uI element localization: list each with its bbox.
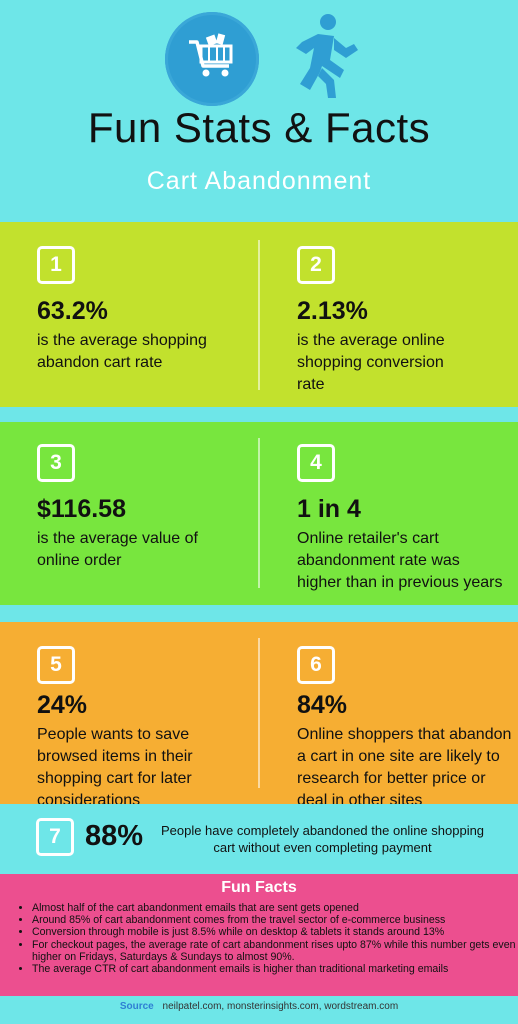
stat-value: 2.13% [297, 297, 368, 325]
stat-number-badge: 6 [297, 646, 335, 684]
stat-row-7: 7 88% People have completely abandoned t… [0, 804, 518, 874]
list-item: The average CTR of cart abandonment emai… [32, 963, 518, 975]
column-divider [258, 638, 260, 788]
stat-value: 84% [297, 691, 348, 719]
header: Fun Stats & Facts Cart Abandonment [0, 0, 518, 222]
stat-description-line: research for better price or [297, 770, 486, 787]
stat-description-line: browsed items in their [37, 748, 193, 765]
stat-description: is the average online shopping conversio… [297, 330, 517, 396]
stat-description-line: is the average online [297, 332, 445, 349]
stat-description: is the average value of online order [37, 528, 257, 572]
stat-description: Online retailer's cart abandonment rate … [297, 528, 517, 594]
stat-description: is the average shopping abandon cart rat… [37, 330, 257, 374]
page-subtitle: Cart Abandonment [146, 167, 372, 195]
page-title: Fun Stats & Facts [87, 104, 431, 151]
source-footer: Source neilpatel.com, monsterinsights.co… [0, 996, 518, 1024]
stat-description-line: Online shoppers that abandon [297, 726, 512, 743]
stat-card-2: 2 2.13% is the average online shopping c… [297, 246, 517, 396]
stat-description-line: shopping cart for later [37, 770, 192, 787]
fun-facts-section: Fun Facts Almost half of the cart abando… [0, 874, 518, 996]
stat-value: 24% [37, 691, 88, 719]
list-item: Around 85% of cart abandonment comes fro… [32, 914, 518, 926]
list-item: For checkout pages, the average rate of … [32, 939, 518, 963]
stat-number-badge: 2 [297, 246, 335, 284]
stat-value: 63.2% [37, 297, 108, 325]
stat-number-badge: 1 [37, 246, 75, 284]
stat-description-line: abandonment rate was [297, 552, 460, 569]
cart-logo-circle [165, 12, 259, 106]
stat-card-6: 6 84% Online shoppers that abandon a car… [297, 646, 512, 812]
stat-description-line: online order [37, 552, 122, 569]
source-text: neilpatel.com, monsterinsights.com, word… [162, 1001, 399, 1012]
stat-value: 1 in 4 [297, 495, 361, 523]
fun-facts-title: Fun Facts [221, 879, 297, 896]
stat-card-3: 3 $116.58 is the average value of online… [37, 444, 257, 572]
running-person-icon [296, 14, 358, 98]
stat-description-line: People have completely abandoned the onl… [160, 823, 485, 838]
stat-value: 88% [85, 820, 144, 852]
stats-band-1: 1 63.2% is the average shopping abandon … [0, 222, 518, 407]
stat-value: $116.58 [37, 495, 126, 523]
stat-number-badge: 3 [37, 444, 75, 482]
stat-description-line: is the average shopping [37, 332, 207, 349]
stat-card-5: 5 24% People wants to save browsed items… [37, 646, 257, 812]
list-item: Almost half of the cart abandonment emai… [32, 902, 518, 914]
shopping-cart-icon [189, 33, 233, 77]
stat-description-line: cart without even completing payment [213, 840, 432, 855]
stat-description-line: abandon cart rate [37, 354, 163, 371]
stat-description: People wants to save browsed items in th… [37, 724, 257, 812]
stat-card-4: 4 1 in 4 Online retailer's cart abandonm… [297, 444, 517, 594]
stat-description: People have completely abandoned the onl… [150, 822, 495, 856]
column-divider [258, 438, 260, 588]
stat-description-line: rate [297, 376, 325, 393]
stat-description-line: shopping conversion [297, 354, 444, 371]
column-divider [258, 240, 260, 390]
fun-facts-list: Almost half of the cart abandonment emai… [14, 902, 518, 975]
stat-description-line: is the average value of [37, 530, 198, 547]
stat-number-badge: 7 [36, 818, 74, 856]
source-label: Source [119, 1001, 154, 1012]
stats-band-3: 5 24% People wants to save browsed items… [0, 622, 518, 809]
list-item: Conversion through mobile is just 8.5% w… [32, 926, 518, 938]
stat-number-badge: 4 [297, 444, 335, 482]
stat-description-line: higher than in previous years [297, 574, 503, 591]
stat-description-line: Online retailer's cart [297, 530, 439, 547]
stat-description-line: People wants to save [37, 726, 190, 743]
stats-band-2: 3 $116.58 is the average value of online… [0, 422, 518, 605]
stat-number-badge: 5 [37, 646, 75, 684]
stat-description: Online shoppers that abandon a cart in o… [297, 724, 512, 812]
stat-card-1: 1 63.2% is the average shopping abandon … [37, 246, 257, 374]
stat-description-line: a cart in one site are likely to [297, 748, 500, 765]
